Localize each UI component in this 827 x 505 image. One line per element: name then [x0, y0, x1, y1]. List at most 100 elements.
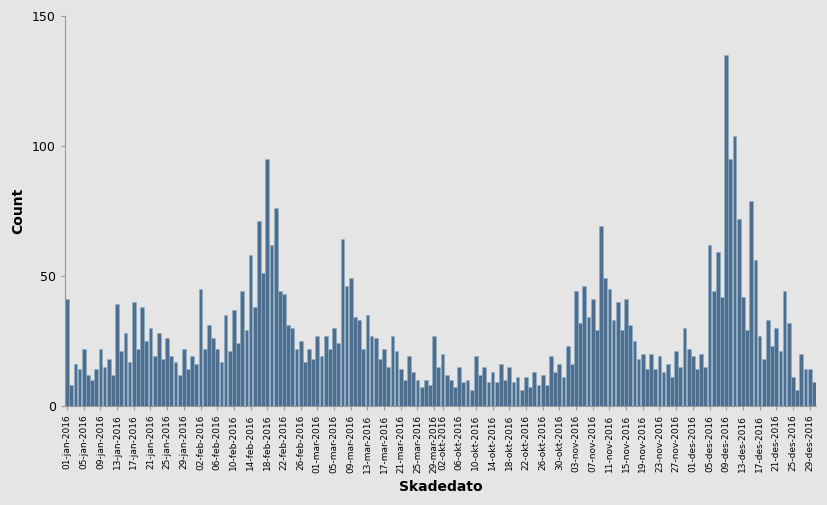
Bar — [286, 325, 290, 406]
Bar — [203, 348, 207, 406]
Bar — [311, 359, 315, 406]
Bar — [653, 369, 657, 406]
Bar — [111, 375, 115, 406]
Bar — [149, 328, 152, 406]
Bar — [332, 328, 336, 406]
Bar — [103, 367, 107, 406]
Bar — [98, 348, 103, 406]
Bar — [74, 364, 77, 406]
Bar — [390, 335, 394, 406]
Bar — [533, 372, 536, 406]
Bar — [303, 362, 307, 406]
Bar — [307, 348, 311, 406]
Bar — [741, 296, 745, 406]
Bar — [778, 351, 782, 406]
Bar — [194, 364, 198, 406]
Bar — [394, 351, 399, 406]
Bar — [190, 357, 194, 406]
Bar — [366, 315, 370, 406]
Bar — [223, 315, 227, 406]
Bar — [386, 367, 390, 406]
Bar — [549, 357, 553, 406]
Bar — [290, 328, 294, 406]
Bar — [153, 357, 156, 406]
Bar — [678, 367, 682, 406]
Bar — [562, 377, 566, 406]
Bar — [766, 320, 770, 406]
Bar — [582, 286, 586, 406]
Bar — [245, 330, 248, 406]
Bar — [474, 357, 478, 406]
Bar — [686, 348, 691, 406]
Bar — [424, 380, 428, 406]
Bar — [800, 354, 803, 406]
Bar — [341, 239, 344, 406]
Bar — [249, 255, 252, 406]
Bar — [782, 291, 786, 406]
Bar — [574, 291, 578, 406]
Bar — [123, 333, 127, 406]
Bar — [219, 362, 223, 406]
Bar — [69, 385, 73, 406]
Bar — [207, 325, 211, 406]
Bar — [499, 364, 503, 406]
Bar — [670, 377, 674, 406]
Bar — [349, 278, 352, 406]
Bar — [416, 380, 419, 406]
Bar — [637, 359, 640, 406]
Bar — [482, 367, 486, 406]
Bar — [633, 341, 636, 406]
Bar — [186, 369, 190, 406]
Bar — [586, 317, 590, 406]
Bar — [353, 317, 356, 406]
Bar — [378, 359, 382, 406]
Bar — [674, 351, 678, 406]
Bar — [590, 299, 595, 406]
Bar — [516, 377, 519, 406]
Bar — [512, 382, 515, 406]
Bar — [616, 302, 619, 406]
Bar — [570, 364, 574, 406]
Bar — [237, 343, 240, 406]
Bar — [86, 375, 90, 406]
Bar — [320, 357, 323, 406]
Bar — [228, 351, 232, 406]
Bar — [490, 372, 495, 406]
Bar — [466, 380, 470, 406]
Bar — [407, 357, 411, 406]
Bar — [215, 348, 219, 406]
Bar — [441, 354, 444, 406]
Bar — [294, 348, 299, 406]
Bar — [641, 354, 644, 406]
Bar — [428, 385, 432, 406]
Bar — [157, 333, 160, 406]
Bar — [315, 335, 319, 406]
Bar — [545, 385, 548, 406]
Bar — [612, 320, 615, 406]
Bar — [453, 387, 457, 406]
Bar — [553, 372, 557, 406]
Bar — [787, 323, 791, 406]
Bar — [662, 372, 666, 406]
Bar — [399, 369, 403, 406]
Bar — [753, 260, 758, 406]
Bar — [804, 369, 807, 406]
Bar — [132, 302, 136, 406]
Bar — [758, 335, 762, 406]
Bar — [94, 369, 98, 406]
Bar — [657, 357, 662, 406]
Bar — [141, 307, 144, 406]
Bar — [174, 362, 177, 406]
Bar — [265, 159, 269, 406]
Bar — [82, 348, 86, 406]
Bar — [704, 367, 707, 406]
Bar — [737, 219, 741, 406]
Bar — [403, 380, 407, 406]
Bar — [78, 369, 81, 406]
Bar — [211, 338, 215, 406]
Bar — [595, 330, 599, 406]
Bar — [457, 367, 461, 406]
Bar — [712, 291, 715, 406]
Bar — [716, 252, 719, 406]
Bar — [649, 354, 653, 406]
